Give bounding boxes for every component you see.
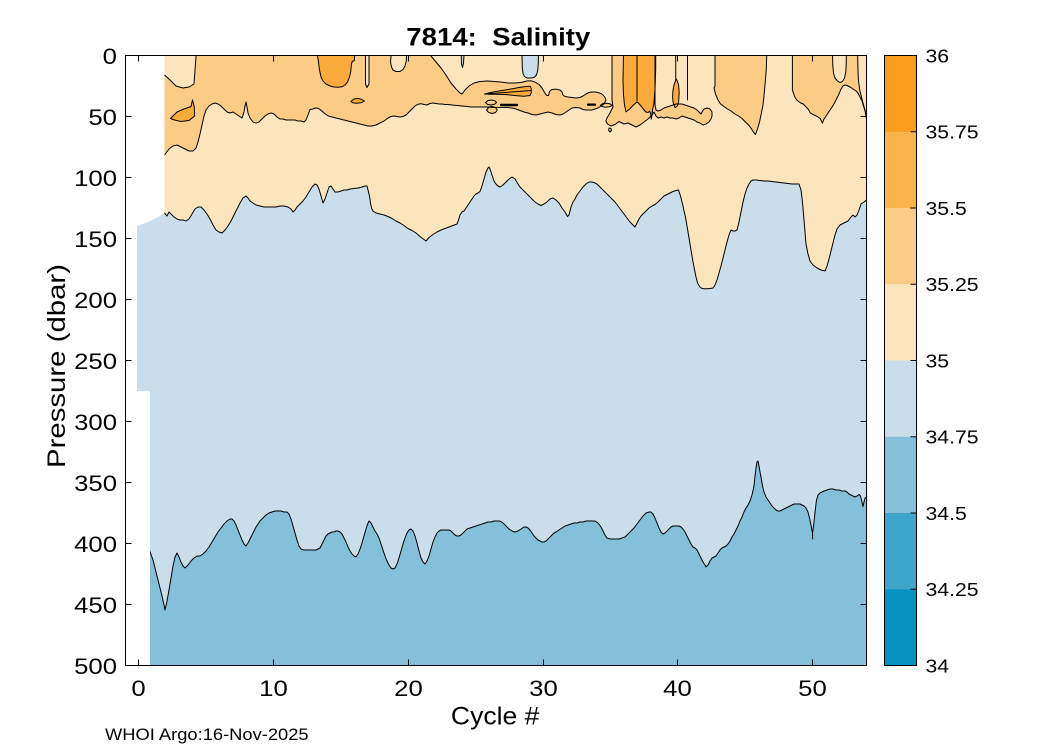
- svg-text:35.25: 35.25: [926, 274, 979, 295]
- svg-text:50: 50: [88, 105, 117, 130]
- svg-text:40: 40: [663, 676, 692, 701]
- svg-text:34.25: 34.25: [926, 579, 979, 600]
- svg-text:20: 20: [394, 676, 423, 701]
- svg-text:10: 10: [259, 676, 288, 701]
- svg-text:100: 100: [74, 166, 117, 191]
- svg-text:500: 500: [74, 654, 117, 679]
- svg-text:300: 300: [74, 410, 117, 435]
- svg-text:34.75: 34.75: [926, 427, 979, 448]
- svg-text:Cycle #: Cycle #: [451, 704, 540, 731]
- svg-text:35: 35: [926, 350, 950, 371]
- svg-text:250: 250: [74, 349, 117, 374]
- svg-text:35.75: 35.75: [926, 122, 979, 143]
- svg-text:35.5: 35.5: [926, 198, 967, 219]
- svg-text:0: 0: [131, 676, 145, 701]
- svg-text:36: 36: [926, 45, 950, 66]
- svg-text:50: 50: [798, 676, 827, 701]
- svg-text:34.5: 34.5: [926, 503, 967, 524]
- svg-text:450: 450: [74, 593, 117, 618]
- svg-text:30: 30: [529, 676, 558, 701]
- svg-text:0: 0: [103, 44, 117, 69]
- svg-text:34: 34: [926, 655, 950, 676]
- svg-text:7814: Salinity: 7814: Salinity: [406, 24, 590, 52]
- svg-text:200: 200: [74, 288, 117, 313]
- svg-text:150: 150: [74, 227, 117, 252]
- svg-text:WHOI Argo:16-Nov-2025: WHOI Argo:16-Nov-2025: [105, 725, 309, 744]
- svg-text:Pressure (dbar): Pressure (dbar): [44, 264, 71, 468]
- svg-text:350: 350: [74, 471, 117, 496]
- svg-text:400: 400: [74, 532, 117, 557]
